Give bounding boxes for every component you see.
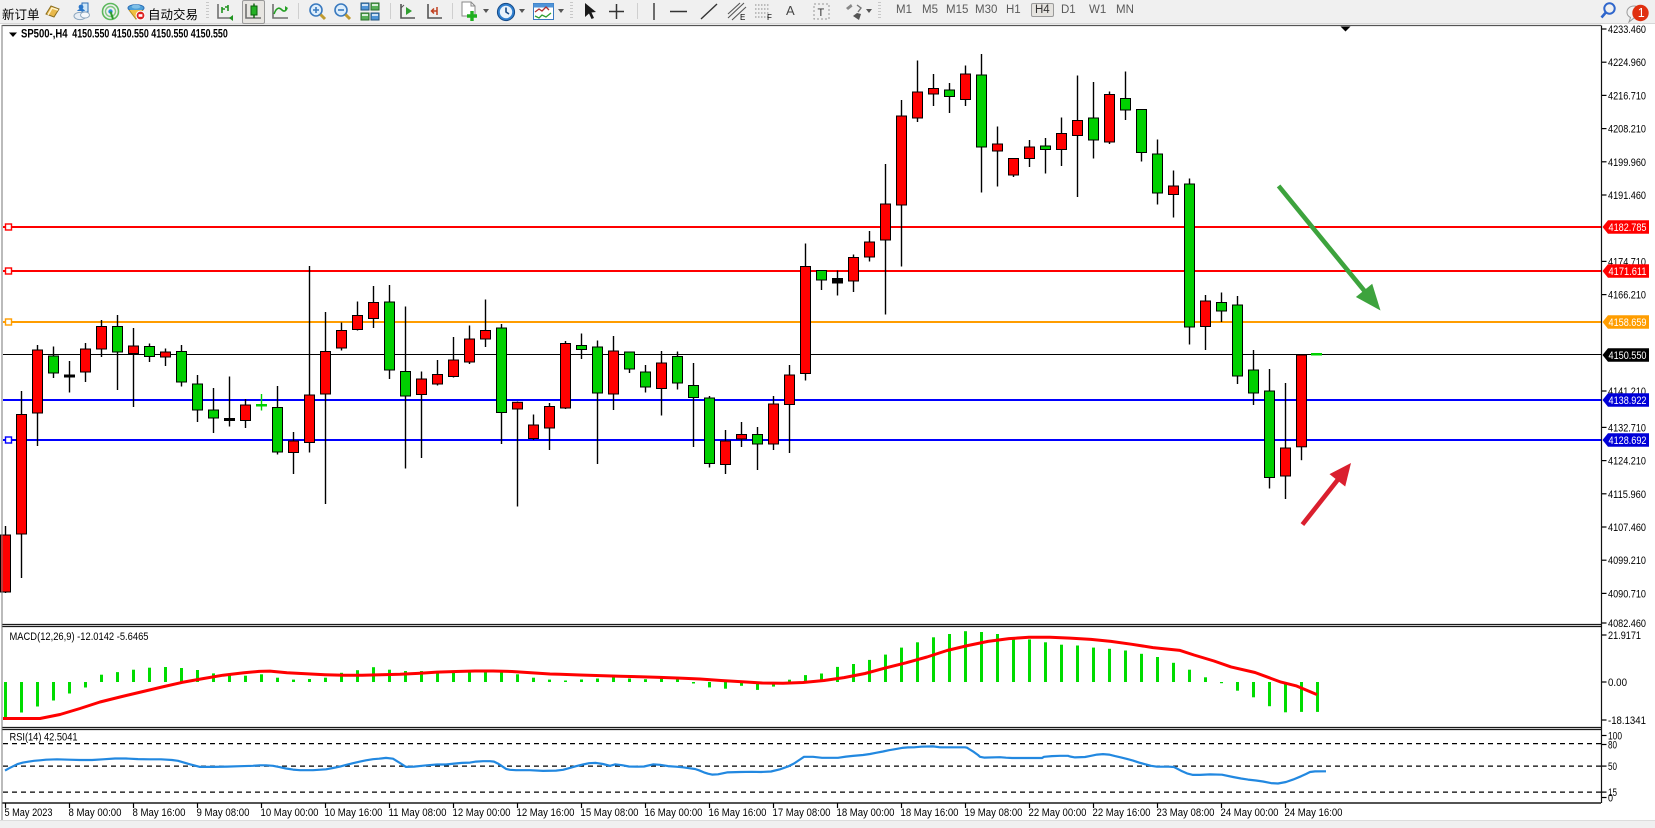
svg-text:4115.960: 4115.960 <box>1608 489 1646 501</box>
svg-text:4233.460: 4233.460 <box>1608 24 1646 36</box>
svg-text:23 May 08:00: 23 May 08:00 <box>1157 807 1215 819</box>
svg-text:-18.1341: -18.1341 <box>1608 715 1646 727</box>
svg-text:5 May 2023: 5 May 2023 <box>5 807 53 819</box>
svg-text:10 May 00:00: 10 May 00:00 <box>261 807 319 819</box>
svg-text:100: 100 <box>1608 731 1622 743</box>
svg-text:16 May 16:00: 16 May 16:00 <box>709 807 767 819</box>
svg-text:4128.692: 4128.692 <box>1609 435 1647 447</box>
svg-text:21.9171: 21.9171 <box>1608 630 1641 642</box>
svg-text:17 May 08:00: 17 May 08:00 <box>773 807 831 819</box>
svg-text:4224.960: 4224.960 <box>1608 57 1646 69</box>
svg-text:15 May 08:00: 15 May 08:00 <box>581 807 639 819</box>
svg-text:SP500-,H4: SP500-,H4 <box>21 27 68 41</box>
svg-text:12 May 00:00: 12 May 00:00 <box>453 807 511 819</box>
svg-text:16 May 00:00: 16 May 00:00 <box>645 807 703 819</box>
svg-text:8 May 16:00: 8 May 16:00 <box>133 807 186 819</box>
svg-text:4171.611: 4171.611 <box>1609 266 1647 278</box>
svg-text:E: E <box>740 13 745 21</box>
svg-text:10 May 16:00: 10 May 16:00 <box>325 807 383 819</box>
svg-text:4208.210: 4208.210 <box>1608 124 1646 136</box>
svg-text:4082.460: 4082.460 <box>1608 618 1646 630</box>
svg-text:22 May 00:00: 22 May 00:00 <box>1029 807 1087 819</box>
svg-text:4216.710: 4216.710 <box>1608 90 1646 102</box>
svg-text:0.00: 0.00 <box>1608 677 1627 689</box>
svg-text:4124.210: 4124.210 <box>1608 456 1646 468</box>
svg-text:4158.659: 4158.659 <box>1609 317 1647 329</box>
svg-text:RSI(14) 42.5041: RSI(14) 42.5041 <box>10 732 78 744</box>
svg-text:50: 50 <box>1608 761 1617 773</box>
svg-text:8 May 00:00: 8 May 00:00 <box>69 807 122 819</box>
svg-text:T: T <box>818 7 825 19</box>
svg-text:80: 80 <box>1608 740 1617 752</box>
svg-text:12 May 16:00: 12 May 16:00 <box>517 807 575 819</box>
svg-text:4099.210: 4099.210 <box>1608 555 1646 567</box>
svg-text:4191.460: 4191.460 <box>1608 190 1646 202</box>
svg-text:4132.710: 4132.710 <box>1608 422 1646 434</box>
svg-text:4150.550 4150.550 4150.550 415: 4150.550 4150.550 4150.550 4150.550 <box>72 27 228 41</box>
svg-text:4166.210: 4166.210 <box>1608 290 1646 302</box>
svg-text:MACD(12,26,9) -12.0142 -5.6465: MACD(12,26,9) -12.0142 -5.6465 <box>10 631 149 643</box>
svg-text:4138.922: 4138.922 <box>1609 395 1647 407</box>
svg-text:4090.710: 4090.710 <box>1608 588 1646 600</box>
svg-text:24 May 00:00: 24 May 00:00 <box>1221 807 1279 819</box>
svg-text:4107.460: 4107.460 <box>1608 522 1646 534</box>
svg-text:15: 15 <box>1608 787 1617 799</box>
svg-text:18 May 00:00: 18 May 00:00 <box>837 807 895 819</box>
svg-text:0: 0 <box>1608 793 1613 805</box>
svg-text:1: 1 <box>1638 6 1645 20</box>
svg-text:18 May 16:00: 18 May 16:00 <box>901 807 959 819</box>
svg-text:24 May 16:00: 24 May 16:00 <box>1285 807 1343 819</box>
svg-text:4150.550: 4150.550 <box>1609 350 1647 362</box>
svg-text:22 May 16:00: 22 May 16:00 <box>1093 807 1151 819</box>
svg-text:19 May 08:00: 19 May 08:00 <box>965 807 1023 819</box>
svg-text:F: F <box>767 13 772 21</box>
svg-text:9 May 08:00: 9 May 08:00 <box>197 807 250 819</box>
svg-text:4182.785: 4182.785 <box>1609 222 1647 234</box>
svg-text:11 May 08:00: 11 May 08:00 <box>389 807 447 819</box>
svg-text:4199.960: 4199.960 <box>1608 157 1646 169</box>
